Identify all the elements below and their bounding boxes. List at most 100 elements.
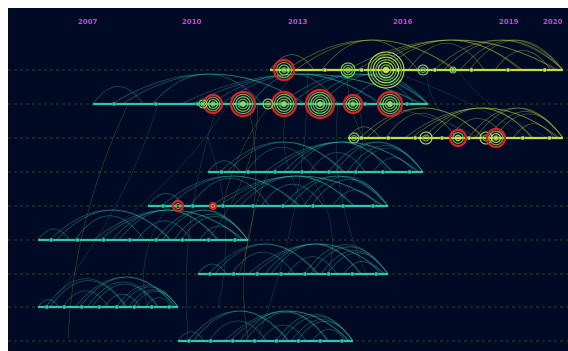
co-citation-arc — [118, 209, 218, 241]
co-citation-arc — [423, 107, 534, 139]
citation-ring — [314, 98, 326, 110]
co-citation-arc — [214, 243, 318, 275]
co-citation-arc — [359, 107, 485, 139]
co-citation-arc — [239, 175, 354, 207]
publication-node — [432, 67, 438, 73]
citation-ring — [376, 90, 404, 118]
citation-ring — [367, 51, 405, 89]
citation-ring — [454, 134, 462, 142]
citation-ring — [273, 93, 295, 115]
co-citation-arc — [320, 250, 389, 275]
co-citation-arc — [332, 189, 379, 207]
publication-node — [317, 101, 323, 107]
co-citation-arc — [282, 175, 389, 207]
co-citation-arc — [161, 175, 301, 207]
publication-node — [542, 67, 547, 73]
publication-node — [149, 304, 154, 310]
co-citation-arc — [231, 251, 295, 275]
co-citation-arc — [264, 243, 363, 275]
citation-ring — [382, 96, 398, 112]
co-citation-arc — [56, 209, 171, 241]
publication-node — [114, 304, 119, 310]
co-citation-arc — [281, 315, 354, 342]
publication-node — [201, 102, 205, 106]
publication-node — [494, 136, 498, 140]
publication-node — [362, 101, 368, 107]
publication-node — [230, 338, 235, 344]
citation-ring — [200, 101, 206, 107]
publication-node — [280, 203, 286, 209]
citation-ring — [174, 202, 182, 210]
citation-link — [335, 103, 369, 279]
citation-link — [307, 171, 333, 275]
citation-ring — [229, 90, 257, 118]
co-citation-arc — [291, 73, 429, 105]
co-citation-arc — [208, 320, 267, 342]
co-citation-arc — [283, 141, 394, 173]
publication-node — [240, 101, 246, 107]
citation-ring — [304, 88, 336, 120]
co-citation-arc — [211, 175, 385, 207]
publication-node — [421, 68, 425, 72]
citation-ring — [350, 134, 358, 142]
co-citation-arc — [304, 244, 389, 275]
publication-node — [75, 237, 80, 243]
citation-ring — [493, 135, 499, 141]
co-citation-arc — [244, 311, 328, 342]
publication-node — [97, 304, 102, 310]
co-citation-arc — [286, 39, 457, 71]
co-citation-arc — [103, 293, 141, 308]
co-citation-arc — [264, 141, 420, 173]
co-citation-arc — [181, 73, 423, 105]
citation-link — [67, 103, 129, 339]
publication-node — [520, 135, 525, 141]
citation-ring — [276, 96, 292, 112]
citation-ring — [207, 98, 219, 110]
co-citation-arc — [223, 310, 351, 342]
citation-ring — [237, 98, 249, 110]
publication-node — [282, 68, 286, 72]
co-citation-arc — [289, 175, 389, 207]
citation-ring — [278, 64, 290, 76]
citation-link — [387, 69, 529, 139]
co-citation-arc — [290, 141, 392, 173]
co-citation-arc — [382, 39, 521, 71]
co-citation-arc — [49, 209, 172, 241]
publication-node — [359, 67, 364, 73]
co-citation-arc — [218, 175, 383, 207]
citation-ring — [205, 96, 221, 112]
citation-ring — [485, 127, 507, 149]
publication-node — [505, 67, 511, 73]
publication-node — [326, 271, 331, 277]
citation-ring — [280, 66, 288, 74]
co-citation-arc — [474, 107, 564, 139]
citation-ring — [342, 93, 364, 115]
citation-ring — [198, 99, 208, 109]
co-citation-arc — [326, 252, 389, 275]
co-citation-arc — [128, 289, 179, 308]
co-citation-arc — [366, 107, 484, 139]
co-citation-arc — [269, 54, 315, 71]
co-citation-arc — [207, 160, 241, 173]
citation-ring — [345, 67, 351, 73]
co-citation-arc — [37, 228, 70, 241]
co-citation-arc — [254, 243, 384, 275]
publication-node — [359, 135, 364, 141]
citation-link — [347, 69, 389, 173]
publication-node — [167, 304, 172, 310]
year-label-2007: 2007 — [78, 18, 98, 26]
co-citation-arc — [197, 263, 227, 275]
publication-node — [310, 203, 316, 209]
publication-node — [232, 237, 238, 243]
co-citation-arc — [309, 152, 366, 173]
citation-ring — [340, 62, 356, 78]
co-citation-arc — [92, 86, 144, 105]
co-citation-arc — [287, 256, 338, 275]
publication-node — [340, 203, 346, 209]
year-label-2020: 2020 — [543, 18, 563, 26]
citation-ring — [235, 96, 251, 112]
citation-ring — [307, 91, 333, 117]
timeline-plot — [8, 39, 568, 344]
co-citation-arc — [239, 310, 330, 342]
publication-node — [211, 204, 215, 208]
